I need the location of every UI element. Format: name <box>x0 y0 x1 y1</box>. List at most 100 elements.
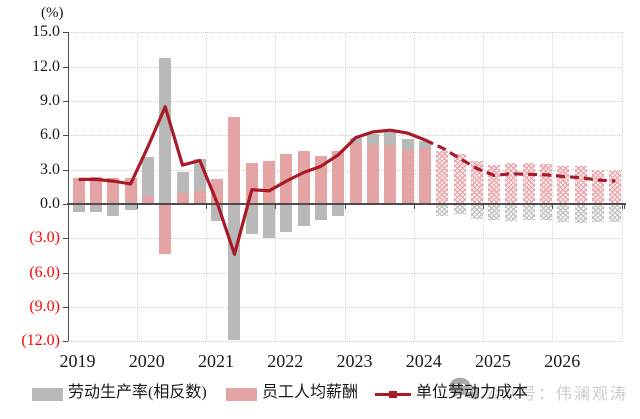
x-axis-zero-line <box>67 203 626 205</box>
bar-salary-per-employee <box>349 143 362 204</box>
bar-labor-productivity-inverse <box>315 205 328 220</box>
bar-labor-productivity-inverse <box>453 205 466 215</box>
x-axis-tick <box>136 205 138 209</box>
bar-salary-per-employee <box>401 150 414 204</box>
x-axis-tick <box>483 205 484 209</box>
bar-salary-per-employee <box>453 153 466 204</box>
x-axis-tick <box>275 205 277 209</box>
vertical-gridline <box>483 32 484 342</box>
x-axis-year-label: 2022 <box>267 351 304 371</box>
bar-labor-productivity-inverse <box>557 205 570 223</box>
x-axis-year-label: 2024 <box>405 351 442 371</box>
y-axis-tick-label: 9.0 <box>40 92 60 110</box>
vertical-gridline <box>552 32 554 342</box>
bar-labor-productivity-inverse <box>488 205 501 220</box>
x-axis-year-label: 2023 <box>336 351 373 371</box>
bar-salary-per-employee <box>609 170 622 204</box>
x-axis-year-label: 2025 <box>475 351 511 371</box>
x-axis-tick <box>413 205 415 209</box>
y-axis-tick-label: 12.0 <box>32 57 60 75</box>
vertical-gridline <box>413 32 415 342</box>
unit-labor-cost-line-forecast <box>424 138 616 183</box>
y-axis-tick <box>62 306 68 308</box>
bar-salary-per-employee <box>418 147 431 204</box>
bar-salary-per-employee <box>141 195 154 204</box>
legend-label-salary: 员工人均薪酬 <box>262 384 359 401</box>
watermark: 公众号：伟澜观涛 <box>448 377 640 403</box>
vertical-gridline <box>206 32 207 342</box>
y-axis-tick <box>62 169 68 171</box>
bar-labor-productivity-inverse <box>89 205 102 212</box>
y-axis-line <box>67 32 69 342</box>
y-axis-tick-label: 6.0 <box>40 126 60 144</box>
unit-labor-cost-line-actual <box>78 105 426 256</box>
vertical-gridline <box>621 32 623 342</box>
bar-salary-per-employee <box>228 117 241 204</box>
bar-salary-per-employee <box>72 177 85 204</box>
bar-salary-per-employee <box>297 151 310 204</box>
bar-labor-productivity-inverse <box>540 205 553 220</box>
bar-labor-productivity-inverse <box>574 205 587 224</box>
legend: 劳动生产率(相反数) 员工人均薪酬 单位劳动力成本 <box>0 381 640 407</box>
x-axis-tick <box>206 205 207 209</box>
bar-labor-productivity-inverse <box>263 205 276 239</box>
x-axis-year-label: 2026 <box>544 351 581 371</box>
bar-labor-productivity-inverse <box>72 205 85 212</box>
horizontal-gridline <box>67 341 622 343</box>
y-axis-tick <box>62 341 68 343</box>
y-axis-unit-label: (%) <box>41 5 64 21</box>
x-axis-year-label: 2021 <box>198 351 234 371</box>
bar-labor-productivity-inverse <box>141 157 154 204</box>
x-axis-tick <box>344 205 346 209</box>
bar-salary-per-employee <box>159 205 172 255</box>
bar-labor-productivity-inverse <box>124 205 137 210</box>
bar-labor-productivity-inverse <box>159 57 172 204</box>
bar-salary-per-employee <box>176 192 189 204</box>
x-axis-end-tick <box>624 205 625 209</box>
bar-salary-per-employee <box>332 151 345 204</box>
bar-labor-productivity-inverse <box>280 205 293 233</box>
bar-salary-per-employee <box>89 176 102 204</box>
bar-salary-per-employee <box>384 144 397 204</box>
bar-labor-productivity-inverse <box>609 205 622 223</box>
y-axis-tick <box>62 101 68 103</box>
x-axis-tick <box>552 205 554 209</box>
bar-labor-productivity-inverse <box>470 205 483 219</box>
y-axis-tick-label: (12.0) <box>21 332 60 350</box>
watermark-text: 公众号：伟澜观涛 <box>484 386 629 403</box>
bar-labor-productivity-inverse <box>522 205 535 220</box>
x-axis-year-label: 2019 <box>59 351 96 371</box>
y-axis-tick <box>62 135 68 137</box>
bar-salary-per-employee <box>107 178 120 204</box>
legend-swatch-unit-labor-cost-line <box>375 391 411 398</box>
y-axis-tick-label: (9.0) <box>29 297 60 315</box>
bar-labor-productivity-inverse <box>297 205 310 226</box>
x-axis-tick <box>621 205 623 209</box>
bar-salary-per-employee <box>193 191 206 204</box>
bar-labor-productivity-inverse <box>245 205 258 234</box>
bar-labor-productivity-inverse <box>592 205 605 223</box>
bar-salary-per-employee <box>436 151 449 204</box>
x-axis-year-label: 2020 <box>128 351 165 371</box>
legend-label-labor-productivity: 劳动生产率(相反数) <box>68 384 207 401</box>
bar-labor-productivity-inverse <box>332 205 345 217</box>
y-axis-tick-label: (6.0) <box>29 263 60 281</box>
bar-salary-per-employee <box>574 166 587 204</box>
y-axis-tick <box>62 66 68 68</box>
y-axis-tick-label: 0.0 <box>40 195 60 212</box>
y-axis-tick <box>62 238 68 240</box>
wechat-icon <box>449 377 479 401</box>
y-axis-tick-label: 15.0 <box>32 23 60 41</box>
bar-salary-per-employee <box>245 162 258 204</box>
y-axis-tick-label: (3.0) <box>29 229 60 247</box>
bar-labor-productivity-inverse <box>107 205 120 217</box>
bar-labor-productivity-inverse <box>436 205 449 217</box>
vertical-gridline <box>136 32 138 342</box>
y-axis-tick <box>62 204 68 205</box>
y-axis-tick-label: 3.0 <box>40 160 60 178</box>
y-axis-tick <box>62 272 68 274</box>
legend-swatch-salary <box>226 388 257 401</box>
bar-salary-per-employee <box>366 144 379 204</box>
